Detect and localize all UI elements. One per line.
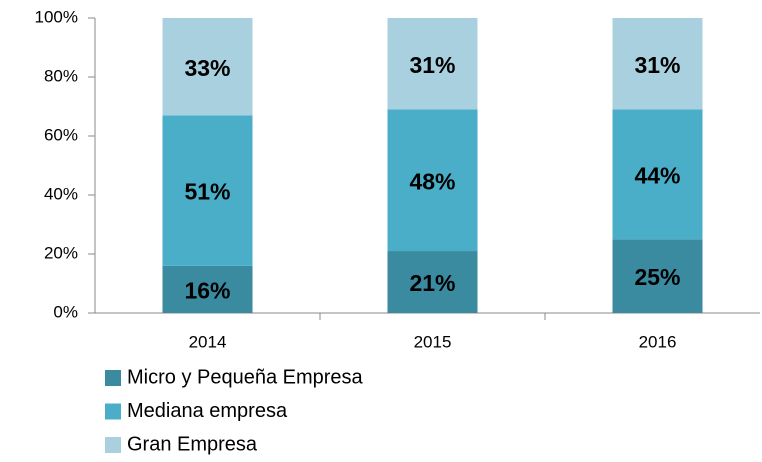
data-label: 31% [409, 52, 455, 78]
bar-segment [387, 109, 478, 252]
data-label: 31% [634, 52, 680, 78]
bar-segment [612, 109, 703, 240]
bar-segment [162, 115, 253, 266]
data-label: 51% [184, 179, 230, 205]
data-label: 48% [409, 168, 455, 194]
y-tick-label: 40% [44, 184, 78, 203]
y-tick-label: 100% [35, 7, 78, 26]
legend-label: Micro y Pequeña Empresa [127, 366, 364, 388]
x-tick-label: 2015 [414, 332, 452, 351]
bar-segment [612, 239, 703, 313]
data-label: 21% [409, 270, 455, 296]
y-tick-label: 0% [53, 302, 78, 321]
data-label: 33% [184, 55, 230, 81]
bar-segment [387, 251, 478, 313]
bar-segment [162, 265, 253, 313]
x-tick-label: 2014 [189, 332, 227, 351]
legend-label: Mediana empresa [127, 400, 288, 422]
data-label: 16% [184, 277, 230, 303]
y-tick-label: 80% [44, 66, 78, 85]
y-tick-label: 20% [44, 243, 78, 262]
x-tick-label: 2016 [639, 332, 677, 351]
bar-segment [612, 18, 703, 110]
bar-segment [387, 18, 478, 110]
legend-swatch [105, 437, 121, 453]
legend-swatch [105, 403, 121, 420]
data-label: 44% [634, 162, 680, 188]
legend-label: Gran Empresa [127, 433, 258, 455]
bar-segment [162, 18, 253, 116]
data-label: 25% [634, 264, 680, 290]
legend-swatch [105, 370, 121, 386]
y-tick-label: 60% [44, 125, 78, 144]
